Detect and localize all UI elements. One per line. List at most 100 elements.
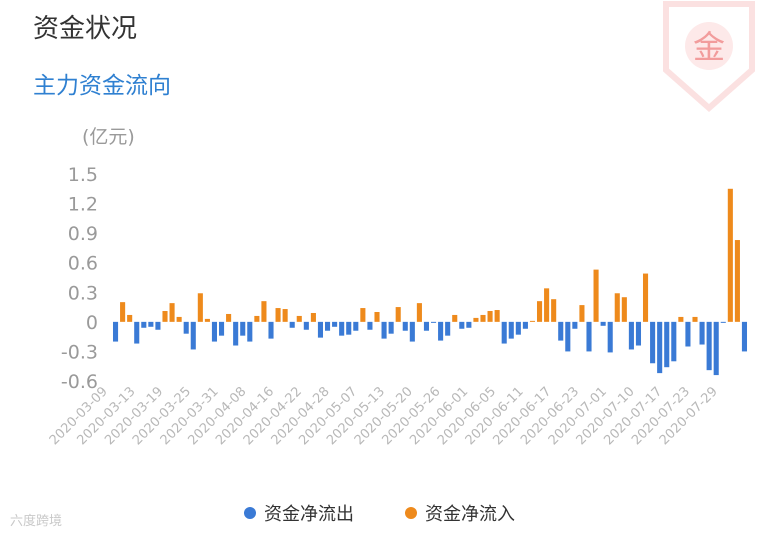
chart-subtitle: 主力资金流向 xyxy=(33,73,171,99)
inflow-bar xyxy=(169,303,175,322)
inflow-bar xyxy=(536,301,543,322)
y-tick-label: 0.3 xyxy=(68,282,98,304)
outflow-bar xyxy=(430,321,437,323)
outflow-bar xyxy=(671,321,677,362)
outflow-bar xyxy=(247,321,253,342)
inflow-bar xyxy=(614,293,620,322)
legend-item-inflow[interactable]: 资金净流入 xyxy=(405,500,515,526)
legend-item-outflow[interactable]: 资金净流出 xyxy=(244,500,354,526)
inflow-bar xyxy=(127,314,133,322)
gold-shield-badge-icon: 金 xyxy=(663,1,755,112)
outflow-bar xyxy=(706,321,712,371)
inflow-bar xyxy=(176,316,182,322)
x-axis: 2020-03-092020-03-132020-03-192020-03-25… xyxy=(47,384,721,448)
outflow-bar xyxy=(741,321,748,352)
inflow-bar xyxy=(544,288,550,322)
outflow-bar xyxy=(346,321,352,335)
y-tick-label: 1.2 xyxy=(68,194,98,216)
outflow-bar xyxy=(586,321,592,352)
inflow-bar xyxy=(261,301,267,322)
inflow-bar xyxy=(310,312,316,322)
inflow-bar xyxy=(275,308,281,322)
outflow-bar xyxy=(367,321,373,330)
outflow-bar xyxy=(628,321,634,350)
inflow-bar xyxy=(621,297,627,322)
outflow-bar xyxy=(240,321,246,336)
outflow-bar xyxy=(501,321,507,344)
inflow-bar xyxy=(416,303,422,322)
y-axis: 1.5 1.2 0.9 0.6 0.3 0 -0.3 -0.6 xyxy=(61,164,98,393)
outflow-bar xyxy=(112,321,119,342)
inflow-bar xyxy=(734,240,740,322)
bars xyxy=(112,188,748,376)
inflow-bar xyxy=(254,315,260,322)
y-tick-label: -0.3 xyxy=(61,341,98,363)
outflow-bar xyxy=(233,321,239,346)
outflow-bar xyxy=(381,321,387,339)
outflow-bar xyxy=(388,321,394,334)
outflow-bar xyxy=(211,321,218,342)
legend-outflow-dot xyxy=(244,507,256,519)
outflow-bar xyxy=(565,321,571,352)
outflow-bar xyxy=(445,321,451,336)
inflow-bar xyxy=(692,316,698,322)
inflow-bar xyxy=(282,309,288,322)
inflow-bar xyxy=(593,269,599,322)
outflow-bar xyxy=(607,321,613,353)
outflow-bar xyxy=(600,321,606,326)
outflow-bar xyxy=(148,321,154,327)
inflow-bar xyxy=(480,314,486,322)
outflow-bar xyxy=(699,321,705,345)
outflow-bar xyxy=(183,321,189,334)
y-axis-unit: (亿元) xyxy=(82,126,135,148)
outflow-bar xyxy=(572,321,578,329)
outflow-bar xyxy=(218,321,225,336)
outflow-bar xyxy=(339,321,345,336)
inflow-bar xyxy=(727,188,733,322)
watermark: 六度跨境 xyxy=(10,514,63,529)
outflow-bar xyxy=(332,321,338,327)
outflow-bar xyxy=(508,321,514,339)
inflow-bar xyxy=(360,308,366,322)
outflow-bar xyxy=(522,321,528,329)
outflow-bar xyxy=(685,321,691,347)
inflow-bar xyxy=(395,307,401,322)
outflow-bar xyxy=(268,321,274,339)
inflow-bar xyxy=(226,313,232,322)
inflow-bar xyxy=(494,310,500,322)
outflow-bar xyxy=(438,321,444,341)
outflow-bar xyxy=(720,321,726,323)
inflow-bar xyxy=(374,312,380,322)
y-tick-label: 0.6 xyxy=(68,253,98,275)
outflow-bar xyxy=(459,321,465,329)
outflow-bar xyxy=(303,321,309,330)
outflow-bar xyxy=(190,321,196,350)
inflow-bar xyxy=(162,311,168,322)
outflow-bar xyxy=(423,321,430,331)
inflow-bar xyxy=(473,317,479,322)
legend-outflow-label: 资金净流出 xyxy=(264,504,354,525)
inflow-bar xyxy=(452,314,458,322)
outflow-bar xyxy=(155,321,161,330)
outflow-bar xyxy=(402,321,408,331)
outflow-bar xyxy=(289,321,295,328)
inflow-bar xyxy=(120,302,126,322)
outflow-bar xyxy=(317,321,324,338)
legend-inflow-label: 资金净流入 xyxy=(425,504,515,525)
inflow-bar xyxy=(551,299,557,322)
inflow-bar xyxy=(642,273,649,322)
inflow-bar xyxy=(529,320,536,322)
inflow-bar xyxy=(579,305,585,322)
inflow-bar xyxy=(678,316,684,322)
inflow-bar xyxy=(197,293,203,322)
outflow-bar xyxy=(466,321,472,328)
outflow-bar xyxy=(353,321,359,331)
inflow-bar xyxy=(487,311,493,322)
y-tick-label: 0 xyxy=(86,312,98,334)
outflow-bar xyxy=(664,321,670,368)
inflow-bar xyxy=(204,318,210,322)
badge-char: 金 xyxy=(693,28,725,66)
outflow-bar xyxy=(515,321,521,335)
outflow-bar xyxy=(409,321,415,342)
